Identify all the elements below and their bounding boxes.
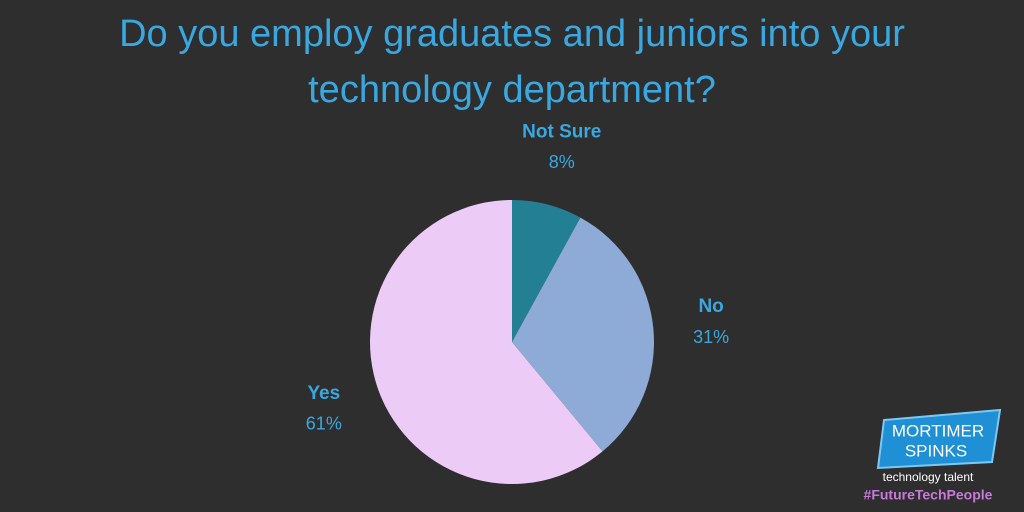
slice-value-label: 61% — [306, 413, 342, 433]
logo-hashtag: #FutureTechPeople — [864, 487, 993, 503]
pie-slice — [512, 200, 581, 342]
chart-title: Do you employ graduates and juniors into… — [119, 13, 905, 111]
logo-name: SPINKS — [905, 441, 967, 460]
logo-name: MORTIMER — [892, 421, 984, 440]
pie-slice — [370, 200, 603, 484]
slice-label: Not Sure — [522, 121, 601, 142]
slice-value-label: 8% — [549, 152, 575, 172]
logo-tagline: technology talent — [883, 470, 974, 484]
logo: MORTIMER SPINKS technology talent #Futur… — [864, 408, 1002, 503]
pie-slice — [512, 217, 654, 452]
slice-label: Yes — [307, 383, 340, 404]
slice-label: No — [698, 296, 723, 317]
slice-value-label: 31% — [693, 327, 729, 347]
logo-badge — [876, 408, 1002, 470]
pie: Not Sure 8% No 31% Yes 61% — [306, 121, 729, 484]
